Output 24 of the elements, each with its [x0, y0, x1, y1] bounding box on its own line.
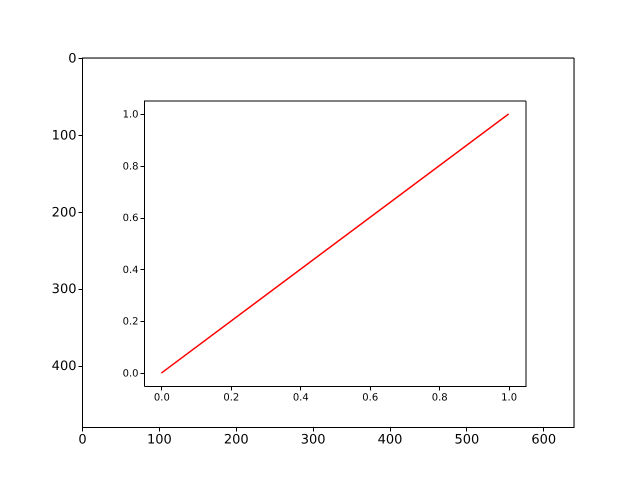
y-tick-label: 0.2	[122, 316, 138, 328]
y-tick-label: 0.4	[122, 264, 138, 276]
x-tick-label: 200	[224, 432, 249, 448]
x-tick-label: 0.4	[292, 392, 309, 404]
x-tick-label: 300	[300, 432, 326, 448]
y-tick-label: 100	[52, 128, 76, 144]
y-tick-label: 0.0	[122, 368, 138, 380]
x-tick-label: 500	[454, 432, 480, 448]
x-tick-label: 0.2	[223, 392, 240, 404]
y-tick-label: 200	[52, 205, 76, 220]
y-tick-label: 300	[52, 282, 76, 298]
y-tick-label: 0.8	[122, 161, 138, 172]
x-tick-label: 100	[146, 432, 172, 448]
x-tick-label: 600	[531, 432, 556, 448]
x-tick-label: 0.6	[362, 392, 378, 404]
x-tick-label: 0.0	[154, 392, 170, 404]
y-tick-label: 1.0	[122, 109, 138, 120]
x-tick-label: 400	[378, 432, 402, 448]
x-tick-label: 0	[78, 432, 87, 448]
y-tick-label: 0.6	[122, 213, 138, 224]
y-tick-label: 0	[68, 52, 76, 66]
x-tick-label: 0.8	[432, 392, 448, 404]
x-tick-label: 1.0	[501, 392, 518, 404]
y-tick-label: 400	[52, 359, 76, 374]
